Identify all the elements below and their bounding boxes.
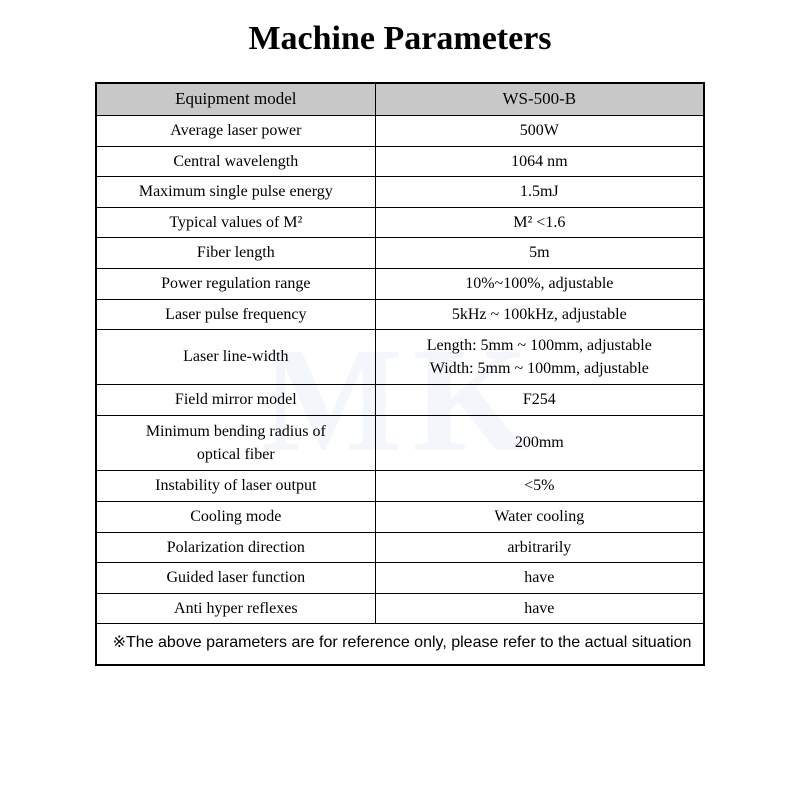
table-row: Average laser power 500W xyxy=(96,115,704,146)
param-value: F254 xyxy=(375,385,704,416)
param-label: Polarization direction xyxy=(96,532,375,563)
param-value: have xyxy=(375,593,704,624)
param-label: Maximum single pulse energy xyxy=(96,177,375,208)
page-title: Machine Parameters xyxy=(0,20,800,58)
param-value: have xyxy=(375,563,704,594)
param-label: Laser pulse frequency xyxy=(96,299,375,330)
param-label: Average laser power xyxy=(96,115,375,146)
value-line1: Length: 5mm ~ 100mm, adjustable xyxy=(382,334,697,357)
param-value: 5kHz ~ 100kHz, adjustable xyxy=(375,299,704,330)
table-row: Power regulation range 10%~100%, adjusta… xyxy=(96,268,704,299)
table-row: Laser pulse frequency 5kHz ~ 100kHz, adj… xyxy=(96,299,704,330)
param-label: Anti hyper reflexes xyxy=(96,593,375,624)
table-row: Polarization direction arbitrarily xyxy=(96,532,704,563)
param-label: Power regulation range xyxy=(96,268,375,299)
label-line2: optical fiber xyxy=(103,443,369,466)
param-value: 10%~100%, adjustable xyxy=(375,268,704,299)
table-footnote-row: ※The above parameters are for reference … xyxy=(96,624,704,665)
param-value: 1064 nm xyxy=(375,146,704,177)
param-label: Typical values of M² xyxy=(96,207,375,238)
table-row: Field mirror model F254 xyxy=(96,385,704,416)
table-row: Central wavelength 1064 nm xyxy=(96,146,704,177)
table-row: Fiber length 5m xyxy=(96,238,704,269)
header-left: Equipment model xyxy=(96,83,375,115)
param-value: 5m xyxy=(375,238,704,269)
label-line1: Minimum bending radius of xyxy=(103,420,369,443)
param-value: <5% xyxy=(375,471,704,502)
param-value: 200mm xyxy=(375,416,704,471)
param-label: Cooling mode xyxy=(96,502,375,533)
value-line2: Width: 5mm ~ 100mm, adjustable xyxy=(382,357,697,380)
table-row: Minimum bending radius of optical fiber … xyxy=(96,416,704,471)
param-value: Water cooling xyxy=(375,502,704,533)
table-row: Cooling mode Water cooling xyxy=(96,502,704,533)
param-label: Minimum bending radius of optical fiber xyxy=(96,416,375,471)
param-label: Fiber length xyxy=(96,238,375,269)
table-row: Laser line-width Length: 5mm ~ 100mm, ad… xyxy=(96,330,704,385)
page-content: Machine Parameters Equipment model WS-50… xyxy=(0,0,800,666)
param-label: Laser line-width xyxy=(96,330,375,385)
table-row: Anti hyper reflexes have xyxy=(96,593,704,624)
param-label: Instability of laser output xyxy=(96,471,375,502)
param-value: arbitrarily xyxy=(375,532,704,563)
table-row: Typical values of M² M² <1.6 xyxy=(96,207,704,238)
param-value: Length: 5mm ~ 100mm, adjustable Width: 5… xyxy=(375,330,704,385)
param-value: 1.5mJ xyxy=(375,177,704,208)
param-value: 500W xyxy=(375,115,704,146)
table-row: Guided laser function have xyxy=(96,563,704,594)
param-label: Field mirror model xyxy=(96,385,375,416)
table-row: Maximum single pulse energy 1.5mJ xyxy=(96,177,704,208)
param-value: M² <1.6 xyxy=(375,207,704,238)
footnote: ※The above parameters are for reference … xyxy=(96,624,704,665)
table-row: Instability of laser output <5% xyxy=(96,471,704,502)
table-header-row: Equipment model WS-500-B xyxy=(96,83,704,115)
parameters-table: Equipment model WS-500-B Average laser p… xyxy=(95,82,705,666)
param-label: Central wavelength xyxy=(96,146,375,177)
header-right: WS-500-B xyxy=(375,83,704,115)
param-label: Guided laser function xyxy=(96,563,375,594)
